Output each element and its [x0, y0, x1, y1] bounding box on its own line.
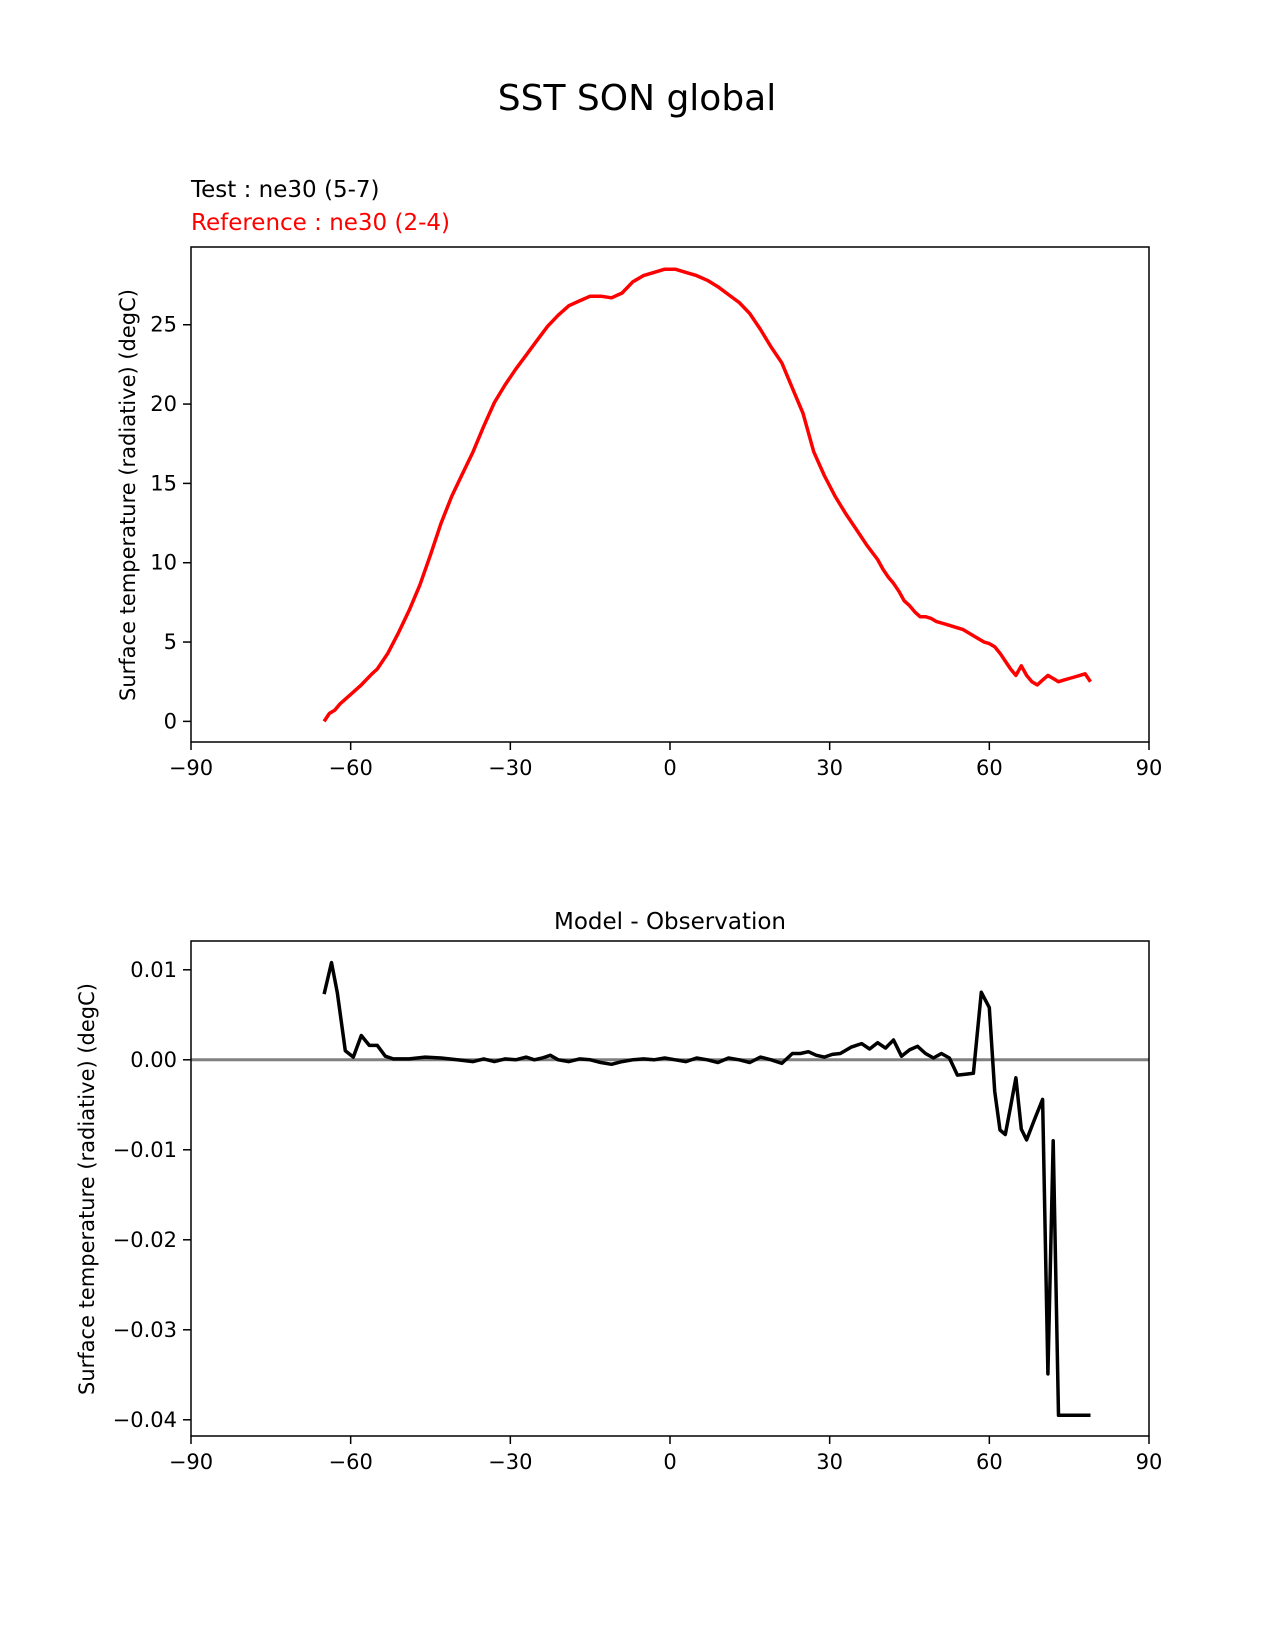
x-tick-label: 60 — [976, 756, 1003, 780]
y-tick-label: 15 — [150, 471, 177, 495]
y-tick-label: 0 — [164, 709, 177, 733]
top-series-group — [322, 267, 1092, 723]
x-tick-label: 90 — [1136, 756, 1163, 780]
bottom-tick-group: −90 −60 −30 0 30 60 90 0.01 0.00 −0.01 −0.02 −0.03 −… — [113, 958, 1163, 1474]
y-tick-label: 10 — [150, 551, 177, 575]
x-tick-label: 0 — [663, 1450, 676, 1474]
top-plot-frame — [190, 246, 1150, 743]
x-tick-label: 60 — [976, 1450, 1003, 1474]
x-tick-label: 30 — [816, 1450, 843, 1474]
y-tick-label: 0.01 — [130, 958, 177, 982]
top-y-axis-label: Surface temperature (radiative) (degC) — [116, 289, 140, 701]
y-tick-label: −0.03 — [113, 1318, 177, 1342]
y-tick-label: 20 — [150, 392, 177, 416]
reference-label: Reference : ne30 (2-4) — [191, 210, 450, 236]
x-tick-label: −30 — [488, 1450, 532, 1474]
series-line — [322, 960, 1091, 1418]
x-tick-label: −30 — [488, 756, 532, 780]
y-tick-label: 0.00 — [130, 1048, 177, 1072]
bottom-series-group — [322, 960, 1091, 1418]
top-panel: Test : ne30 (5-7) Reference : ne30 (2-4)… — [116, 177, 1162, 780]
y-tick-label: −0.04 — [113, 1408, 177, 1432]
x-tick-label: −60 — [329, 1450, 373, 1474]
y-tick-label: 5 — [164, 630, 177, 654]
top-tick-group: −90 −60 −30 0 30 60 90 0 5 10 15 20 25 — [150, 313, 1162, 780]
x-tick-label: 30 — [816, 756, 843, 780]
x-tick-label: −90 — [169, 756, 213, 780]
bottom-plot-frame — [190, 940, 1150, 1437]
x-tick-label: −90 — [169, 1450, 213, 1474]
x-tick-label: 90 — [1136, 1450, 1163, 1474]
bottom-panel-title: Model - Observation — [554, 909, 786, 935]
y-tick-label: −0.01 — [113, 1138, 177, 1162]
x-tick-label: 0 — [663, 756, 676, 780]
y-tick-label: 25 — [150, 313, 177, 337]
series-line — [322, 267, 1092, 723]
y-tick-label: −0.02 — [113, 1228, 177, 1252]
figure-title: SST SON global — [498, 78, 777, 119]
bottom-y-axis-label: Surface temperature (radiative) (degC) — [75, 983, 99, 1395]
test-label: Test : ne30 (5-7) — [190, 177, 379, 203]
bottom-panel: Model - Observation Surface temperature … — [75, 909, 1162, 1474]
x-tick-label: −60 — [329, 756, 373, 780]
